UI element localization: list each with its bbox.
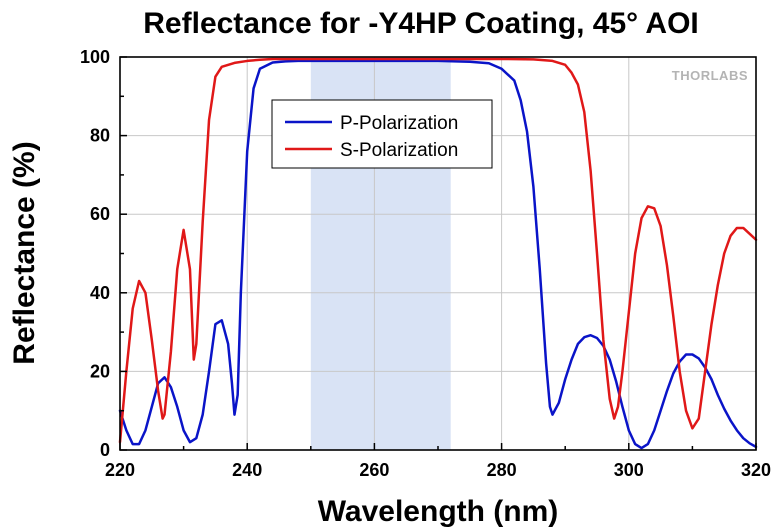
tick-labels: 220 240 260 280 300 320 0 20 40 60 80 100	[80, 47, 771, 480]
y-axis-label: Reflectance (%)	[8, 141, 41, 364]
legend-label-s: S-Polarization	[340, 140, 458, 161]
series-line-p-polarization	[118, 59, 758, 450]
chart-title: Reflectance for -Y4HP Coating, 45° AOI	[143, 7, 698, 40]
y-tick-label: 60	[90, 204, 110, 224]
thorlabs-logo: THORLABS	[672, 68, 748, 83]
x-tick-label: 240	[232, 460, 262, 480]
series-layer	[118, 57, 758, 450]
x-tick-label: 220	[105, 460, 135, 480]
x-axis-label: Wavelength (nm)	[318, 495, 559, 528]
y-tick-label: 100	[80, 47, 110, 67]
x-tick-label: 280	[487, 460, 517, 480]
x-tick-label: 300	[614, 460, 644, 480]
series-line-s-polarization	[118, 57, 758, 444]
y-tick-label: 40	[90, 283, 110, 303]
x-tick-label: 320	[741, 460, 771, 480]
legend-box	[271, 99, 493, 169]
x-tick-label: 260	[359, 460, 389, 480]
legend: P-Polarization S-Polarization	[271, 99, 493, 169]
ticks	[119, 56, 757, 451]
y-tick-label: 20	[90, 361, 110, 381]
y-tick-label: 80	[90, 126, 110, 146]
y-tick-label: 0	[100, 440, 110, 460]
legend-label-p: P-Polarization	[340, 113, 458, 134]
